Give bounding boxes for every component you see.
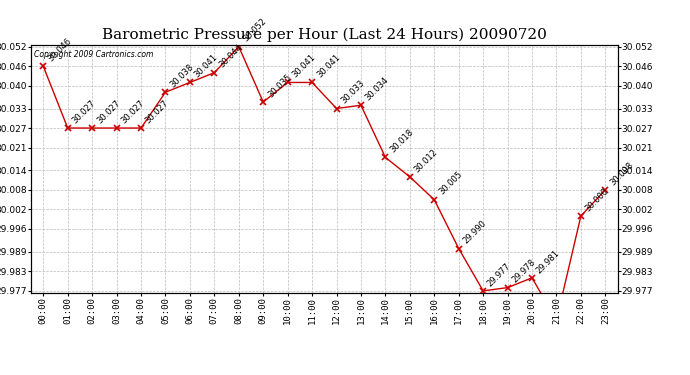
Text: 29.981: 29.981 xyxy=(535,248,562,275)
Text: 30.035: 30.035 xyxy=(266,72,293,99)
Text: 30.041: 30.041 xyxy=(193,53,219,80)
Text: 30.008: 30.008 xyxy=(608,160,635,187)
Text: 29.990: 29.990 xyxy=(462,219,489,246)
Text: 30.000: 30.000 xyxy=(584,186,611,213)
Text: 30.005: 30.005 xyxy=(437,170,464,197)
Text: 30.034: 30.034 xyxy=(364,75,391,102)
Text: 30.027: 30.027 xyxy=(70,98,97,125)
Text: 30.027: 30.027 xyxy=(144,98,170,125)
Text: 30.038: 30.038 xyxy=(168,62,195,90)
Text: 30.012: 30.012 xyxy=(413,147,440,174)
Text: 30.027: 30.027 xyxy=(119,98,146,125)
Text: Copyright 2009 Cartronics.com: Copyright 2009 Cartronics.com xyxy=(34,50,153,59)
Text: 30.033: 30.033 xyxy=(339,79,366,106)
Title: Barometric Pressure per Hour (Last 24 Hours) 20090720: Barometric Pressure per Hour (Last 24 Ho… xyxy=(102,28,546,42)
Text: 30.041: 30.041 xyxy=(315,53,342,80)
Text: 29.968: 29.968 xyxy=(0,374,1,375)
Text: 30.044: 30.044 xyxy=(217,43,244,70)
Text: 30.041: 30.041 xyxy=(290,53,317,80)
Text: 30.027: 30.027 xyxy=(95,98,122,125)
Text: 30.046: 30.046 xyxy=(46,36,73,63)
Text: 30.052: 30.052 xyxy=(241,17,268,44)
Text: 29.977: 29.977 xyxy=(486,261,513,288)
Text: 30.018: 30.018 xyxy=(388,128,415,154)
Text: 29.978: 29.978 xyxy=(511,258,538,285)
